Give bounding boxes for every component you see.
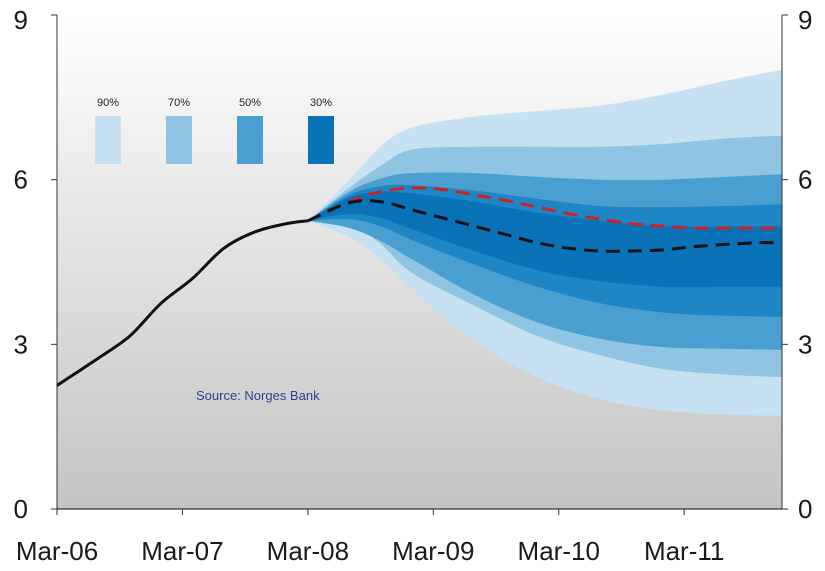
x-tick-label: Mar-10: [518, 536, 600, 566]
source-annotation: Source: Norges Bank: [196, 388, 320, 403]
projection-line-2: [307, 199, 783, 253]
legend-swatch: [308, 116, 334, 164]
x-tick-label: Mar-09: [392, 536, 474, 566]
fan-bands: [307, 69, 782, 416]
y-tick-label-right: 3: [798, 329, 812, 359]
y-tick-label-right: 6: [798, 165, 812, 195]
legend-label: 70%: [168, 97, 190, 109]
legend-swatch: [237, 116, 263, 164]
y-tick-label-left: 9: [14, 5, 28, 35]
history-line: [56, 219, 309, 387]
fan-band-core: [307, 191, 782, 288]
legend-swatch: [166, 116, 192, 164]
legend-label: 90%: [97, 97, 119, 109]
y-tick-label-left: 6: [14, 165, 28, 195]
series-lines: [56, 186, 783, 387]
y-tick-label-right: 0: [798, 494, 812, 524]
axes: Mar-06 Mar-07 Mar-08 Mar-09 Mar-10 Mar-11 0 0 3 3…: [14, 5, 813, 566]
x-tick-label: Mar-06: [16, 536, 98, 566]
legend-label: 30%: [310, 97, 332, 109]
y-tick-label-right: 9: [798, 5, 812, 35]
legend-label: 50%: [239, 97, 261, 109]
x-tick-label: Mar-07: [141, 536, 223, 566]
x-tick-label: Mar-08: [267, 536, 349, 566]
y-tick-label-left: 0: [14, 494, 28, 524]
legend: 90% 70% 50% 30%: [95, 97, 334, 164]
x-tick-label: Mar-11: [644, 536, 724, 566]
projection-line-1: [307, 186, 782, 230]
legend-swatch: [95, 116, 121, 164]
y-tick-label-left: 3: [14, 329, 28, 359]
